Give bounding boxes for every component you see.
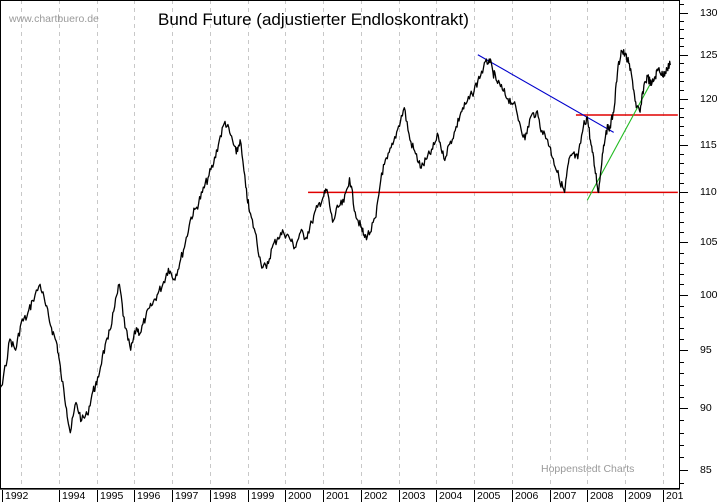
x-tick-label: 1998 [210,490,236,502]
x-tick-label: 1996 [134,490,160,502]
y-tick-label: 95 [700,344,712,357]
chart-title: Bund Future (adjustierter Endloskontrakt… [158,10,469,29]
price-line [0,49,671,434]
x-tick-label: 2000 [285,490,311,502]
y-tick-label: 125 [700,48,718,61]
y-axis-ticks [680,4,688,484]
y-tick-label: 115 [700,138,717,151]
x-tick-label: 2002 [361,490,387,502]
x-tick-label: 2007 [550,490,576,502]
x-tick-label: 1994 [59,490,85,502]
x-tick-label: 2006 [512,490,538,502]
x-tick-label: 1997 [172,490,198,502]
x-tick-label: 2004 [436,490,462,502]
watermark-text: www.chartbuero.de [9,13,99,25]
y-tick-label: 120 [700,92,718,105]
x-tick-label: 2008 [587,490,613,502]
y-tick-label: 90 [700,402,712,415]
y-tick-label: 130 [700,6,718,19]
x-tick-label: 2009 [625,490,651,502]
x-tick-label: 2001 [323,490,349,502]
y-tick-label: 110 [700,186,717,199]
plot-frame [0,0,680,489]
x-tick-label: 201 [663,490,684,502]
x-tick-label: 2003 [399,490,425,502]
downtrend-line [477,54,614,133]
y-tick-label: 105 [700,236,718,249]
x-tick-label: 1992 [2,490,28,502]
grid-lines [21,0,664,489]
x-tick-label: 1999 [248,490,274,502]
y-tick-label: 100 [700,289,718,301]
x-tick-label: 1995 [97,490,123,502]
y-tick-label: 85 [700,464,712,476]
source-credit: Hoppenstedt Charts [541,463,635,475]
x-tick-label: 2005 [474,490,500,502]
trend-lines [308,54,678,201]
uptrend-line [586,85,651,201]
